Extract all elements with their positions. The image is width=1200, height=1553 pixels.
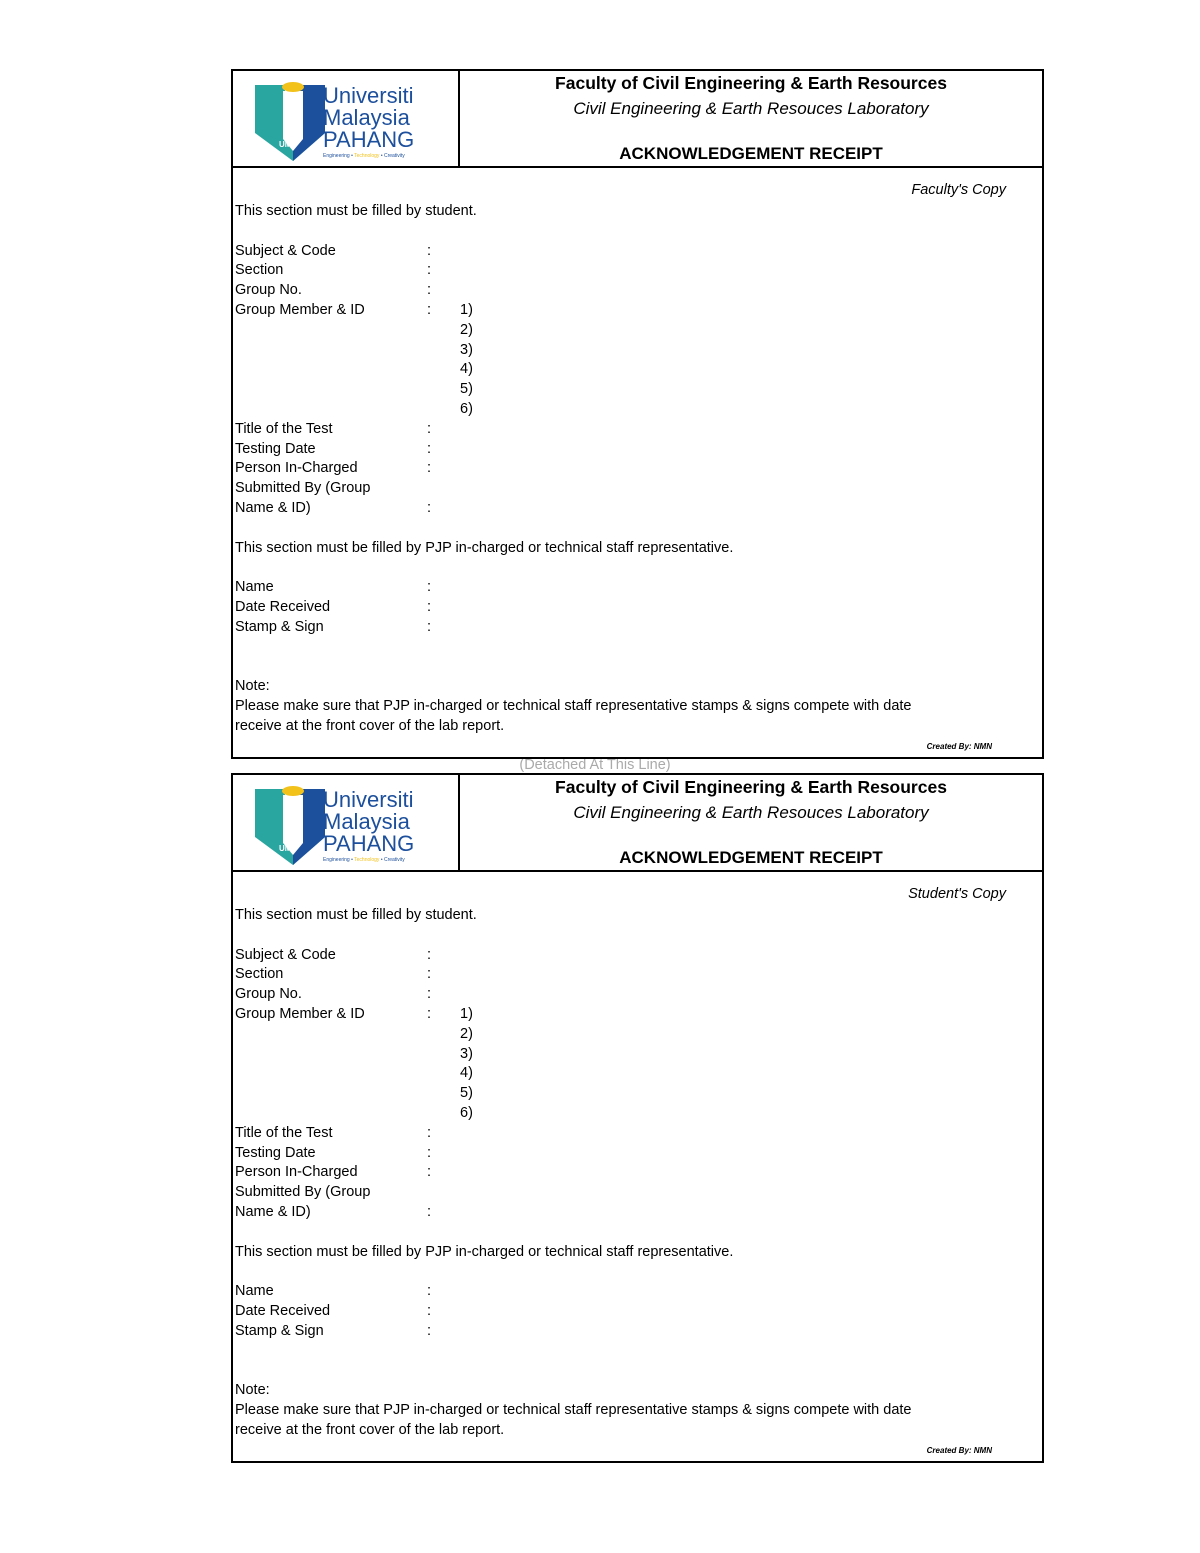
field-label: Date Received	[235, 1303, 331, 1319]
field-label: Group No.	[235, 986, 302, 1003]
member-number: 6)	[460, 1105, 473, 1121]
member-number: 5)	[460, 381, 473, 398]
student-section-instruction: This section must be filled by student.	[235, 907, 477, 923]
svg-text:UMP: UMP	[279, 844, 297, 853]
field-label: Section	[235, 262, 284, 279]
field-label: Person In-Charged	[235, 460, 358, 477]
field-label: Testing Date	[235, 1144, 316, 1161]
colon: :	[427, 420, 432, 437]
staff-section-instruction: This section must be filled by PJP in-ch…	[235, 1243, 734, 1260]
svg-text:Universiti: Universiti	[323, 787, 413, 812]
copy-label: Faculty's Copy	[911, 182, 1006, 198]
svg-text:Engineering • Technology • Cre: Engineering • Technology • Creativity	[323, 153, 405, 159]
receipt-faculty-copy: UMP Universiti Malaysia PAHANG Engineeri…	[231, 69, 1044, 759]
colon: :	[427, 618, 432, 635]
colon: :	[427, 579, 432, 596]
field-label: Name	[235, 579, 274, 596]
field-label: Person In-Charged	[235, 1164, 358, 1181]
colon: :	[427, 1322, 432, 1339]
note-text: Please make sure that PJP in-charged or …	[235, 698, 912, 714]
svg-text:Malaysia: Malaysia	[323, 105, 411, 130]
field-label: Submitted By (Group	[235, 480, 371, 497]
header-divider	[458, 71, 460, 166]
receipt-header: UMP Universiti Malaysia PAHANG Engineeri…	[233, 71, 1042, 168]
colon: :	[427, 262, 432, 279]
receipt-student-copy: UMP Universiti Malaysia PAHANG Engineeri…	[231, 773, 1044, 1463]
member-number: 3)	[460, 341, 473, 358]
colon: :	[427, 966, 432, 983]
svg-text:Engineering • Technology • Cre: Engineering • Technology • Creativity	[323, 857, 405, 863]
detach-line-label: (Detached At This Line)	[519, 757, 671, 773]
member-number: 4)	[460, 361, 473, 378]
receipt-title: ACKNOWLEDGEMENT RECEIPT	[619, 144, 883, 163]
field-label: Submitted By (Group	[235, 1184, 371, 1201]
field-label: Name & ID)	[235, 1204, 311, 1220]
note-label: Note:	[235, 1382, 270, 1399]
member-number: 1)	[460, 1006, 473, 1022]
note-text: Please make sure that PJP in-charged or …	[235, 1402, 912, 1418]
field-label: Name	[235, 1283, 274, 1300]
field-label: Stamp & Sign	[235, 1322, 324, 1339]
created-by-credit: Created By: NMN	[926, 1445, 992, 1455]
colon: :	[427, 946, 432, 963]
field-label: Subject & Code	[235, 242, 336, 259]
member-number: 5)	[460, 1085, 473, 1102]
colon: :	[427, 1204, 432, 1220]
member-number: 1)	[460, 302, 473, 318]
colon: :	[427, 1303, 432, 1319]
field-label: Section	[235, 966, 284, 983]
field-label: Testing Date	[235, 440, 316, 457]
colon: :	[427, 500, 432, 516]
colon: :	[427, 460, 432, 477]
ump-logo: UMP Universiti Malaysia PAHANG Engineeri…	[255, 781, 435, 865]
note-text: receive at the front cover of the lab re…	[235, 717, 505, 734]
colon: :	[427, 302, 432, 318]
colon: :	[427, 1144, 432, 1161]
receipt-header: UMP Universiti Malaysia PAHANG Engineeri…	[233, 775, 1042, 872]
ump-logo: UMP Universiti Malaysia PAHANG Engineeri…	[255, 77, 435, 161]
colon: :	[427, 1124, 432, 1141]
member-number: 4)	[460, 1065, 473, 1082]
header-divider	[458, 775, 460, 870]
laboratory-name: Civil Engineering & Earth Resouces Labor…	[573, 99, 929, 118]
created-by-credit: Created By: NMN	[926, 741, 992, 751]
svg-text:PAHANG: PAHANG	[323, 127, 414, 152]
field-label: Date Received	[235, 599, 331, 615]
svg-text:UMP: UMP	[279, 140, 297, 149]
copy-label: Student's Copy	[908, 886, 1006, 902]
field-label: Subject & Code	[235, 946, 336, 963]
colon: :	[427, 282, 432, 299]
field-label: Title of the Test	[235, 420, 333, 437]
student-section-instruction: This section must be filled by student.	[235, 203, 477, 219]
note-label: Note:	[235, 678, 270, 695]
field-label: Name & ID)	[235, 500, 311, 516]
field-label: Group Member & ID	[235, 302, 365, 318]
colon: :	[427, 599, 432, 615]
colon: :	[427, 1164, 432, 1181]
field-label: Group No.	[235, 282, 302, 299]
field-label: Stamp & Sign	[235, 618, 324, 635]
colon: :	[427, 986, 432, 1003]
colon: :	[427, 242, 432, 259]
note-text: receive at the front cover of the lab re…	[235, 1421, 505, 1438]
svg-text:Malaysia: Malaysia	[323, 809, 411, 834]
colon: :	[427, 1283, 432, 1300]
svg-text:PAHANG: PAHANG	[323, 831, 414, 856]
member-number: 3)	[460, 1045, 473, 1062]
receipt-title: ACKNOWLEDGEMENT RECEIPT	[619, 848, 883, 867]
faculty-name: Faculty of Civil Engineering & Earth Res…	[555, 777, 947, 797]
svg-text:Universiti: Universiti	[323, 83, 413, 108]
field-label: Title of the Test	[235, 1124, 333, 1141]
laboratory-name: Civil Engineering & Earth Resouces Labor…	[573, 803, 929, 822]
member-number: 2)	[460, 321, 473, 338]
faculty-name: Faculty of Civil Engineering & Earth Res…	[555, 73, 947, 93]
colon: :	[427, 440, 432, 457]
staff-section-instruction: This section must be filled by PJP in-ch…	[235, 539, 734, 556]
field-label: Group Member & ID	[235, 1006, 365, 1022]
colon: :	[427, 1006, 432, 1022]
member-number: 2)	[460, 1025, 473, 1042]
member-number: 6)	[460, 401, 473, 417]
